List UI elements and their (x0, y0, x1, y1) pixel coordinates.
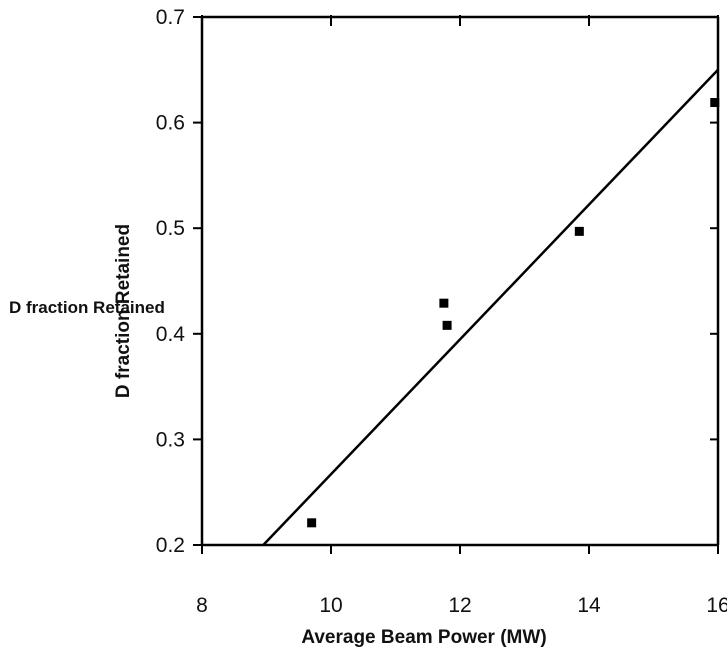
y-axis-title: D fraction Retained (113, 224, 134, 398)
y-tick-label: 0.4 (156, 323, 186, 346)
data-point (442, 320, 452, 330)
y-tick-label: 0.5 (156, 217, 185, 240)
data-points (307, 98, 720, 528)
x-tick-labels: 8 10 12 14 16 (196, 594, 727, 617)
data-point (307, 518, 317, 528)
data-point (710, 98, 720, 108)
trendline (262, 68, 719, 546)
trendline-group (262, 68, 719, 546)
x-tick-label: 8 (196, 594, 208, 617)
y-tick-label: 0.2 (156, 534, 185, 557)
data-point (439, 298, 449, 308)
x-tick-label: 12 (448, 594, 471, 617)
x-tick-label: 16 (706, 594, 727, 617)
x-axis-title: Average Beam Power (MW) (301, 627, 546, 648)
y-tick-label: 0.7 (156, 6, 185, 29)
y-tick-labels: 0.2 0.3 0.4 0.5 0.6 0.7 (156, 6, 186, 557)
y-tick-label: 0.6 (156, 112, 185, 135)
x-tick-label: 14 (577, 594, 601, 617)
axis-ticks (193, 15, 719, 554)
plot-frame (200, 15, 720, 547)
y-tick-label: 0.3 (156, 428, 185, 451)
y-axis-title-overlay: D fraction Retained (9, 298, 165, 317)
x-tick-label: 10 (319, 594, 342, 617)
data-point (574, 226, 584, 236)
